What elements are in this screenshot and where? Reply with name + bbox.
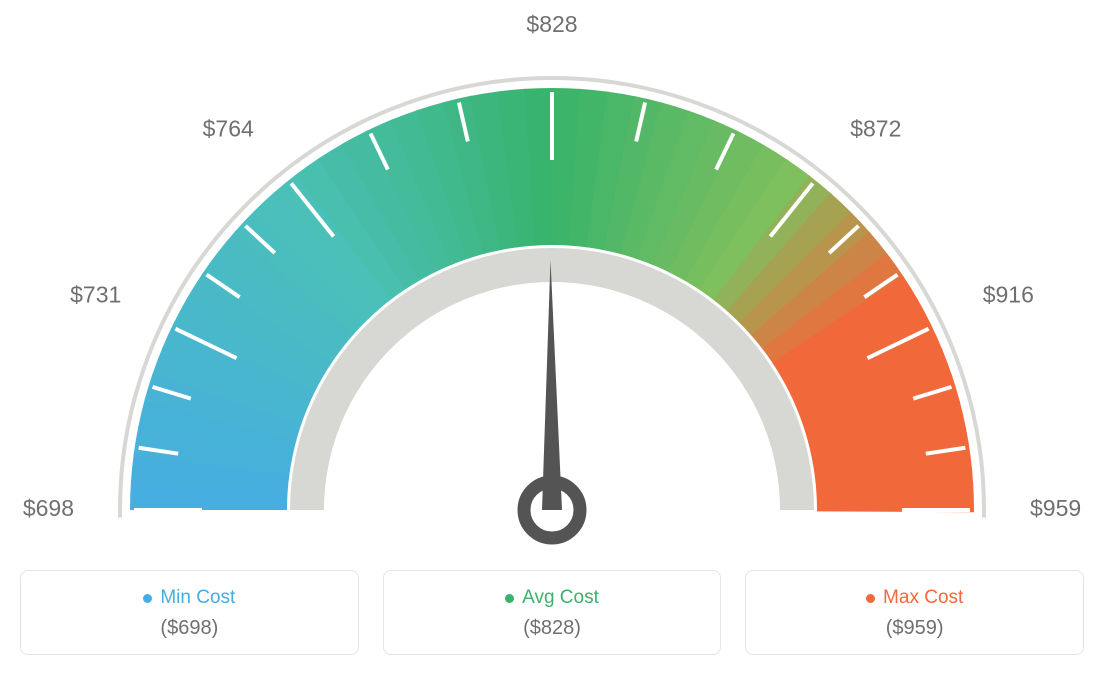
legend-row: Min Cost ($698) Avg Cost ($828) Max Cost… bbox=[0, 570, 1104, 655]
gauge-chart: $698 $731 $764 $828 $872 $916 $959 bbox=[0, 0, 1104, 570]
legend-text-max: Max Cost bbox=[883, 587, 963, 609]
gauge-tick-label: $698 bbox=[23, 495, 74, 521]
gauge-tick-label: $764 bbox=[203, 115, 254, 141]
legend-dot-avg bbox=[505, 594, 514, 603]
gauge-tick-label: $959 bbox=[1030, 495, 1081, 521]
legend-value-max: ($959) bbox=[766, 617, 1063, 640]
root: $698 $731 $764 $828 $872 $916 $959 Min Cost ($… bbox=[0, 0, 1104, 690]
legend-text-min: Min Cost bbox=[160, 587, 235, 609]
gauge-tick-label: $916 bbox=[983, 282, 1034, 308]
legend-dot-max bbox=[866, 594, 875, 603]
gauge-needle bbox=[542, 260, 562, 510]
legend-card-min: Min Cost ($698) bbox=[20, 570, 359, 655]
legend-dot-min bbox=[143, 594, 152, 603]
legend-value-avg: ($828) bbox=[404, 617, 701, 640]
legend-label-max: Max Cost bbox=[766, 587, 1063, 609]
gauge-tick-label: $828 bbox=[526, 11, 577, 37]
gauge-tick-label: $872 bbox=[850, 115, 901, 141]
legend-text-avg: Avg Cost bbox=[522, 587, 599, 609]
legend-card-avg: Avg Cost ($828) bbox=[383, 570, 722, 655]
gauge-tick-label: $731 bbox=[70, 282, 121, 308]
legend-value-min: ($698) bbox=[41, 617, 338, 640]
legend-label-avg: Avg Cost bbox=[404, 587, 701, 609]
gauge-svg: $698 $731 $764 $828 $872 $916 $959 bbox=[0, 0, 1104, 570]
legend-card-max: Max Cost ($959) bbox=[745, 570, 1084, 655]
legend-label-min: Min Cost bbox=[41, 587, 338, 609]
